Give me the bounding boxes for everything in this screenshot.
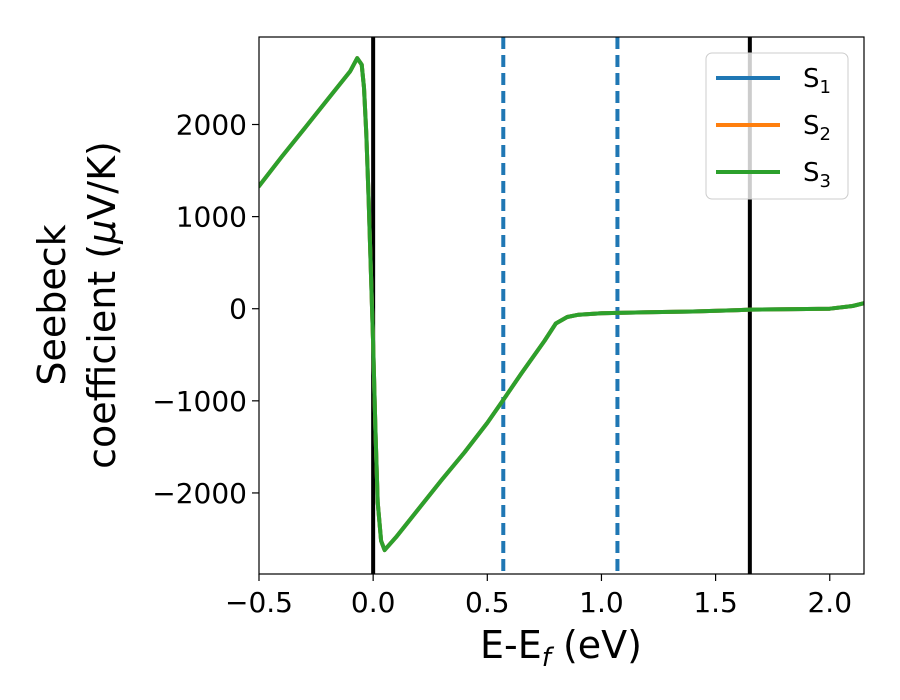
x-axis-ticks: −0.5 0.0 0.5 1.0 1.5 2.0 [225,574,852,619]
legend-entry-s1: S1 [803,64,831,98]
x-tick-label: 0.0 [351,586,396,619]
legend-entry-s2: S2 [803,111,831,145]
series-line-s3 [259,56,864,553]
y-tick-label: −1000 [152,385,247,418]
series-lines [259,56,864,553]
x-tick-label: 1.5 [693,586,738,619]
y-tick-label: 0 [229,293,247,326]
y-axis-label: Seebeck coefficient (μV/K) [30,141,124,469]
y-axis-label-line2: coefficient (μV/K) [80,141,124,469]
y-tick-label: 1000 [176,201,247,234]
y-axis-label-line1: Seebeck [30,224,74,385]
legend-entry-s3: S3 [803,158,831,192]
legend: S1 S2 S3 [705,52,849,200]
plot-frame [258,36,865,575]
x-axis-label: E-Ef (eV) [480,623,642,673]
y-tick-label: −2000 [152,477,247,510]
y-axis-ticks: −2000 −1000 0 1000 2000 [152,109,259,510]
x-tick-label: −0.5 [225,586,293,619]
x-tick-label: 2.0 [807,586,852,619]
x-tick-label: 1.0 [579,586,624,619]
x-tick-label: 0.5 [465,586,510,619]
y-tick-label: 2000 [176,109,247,142]
